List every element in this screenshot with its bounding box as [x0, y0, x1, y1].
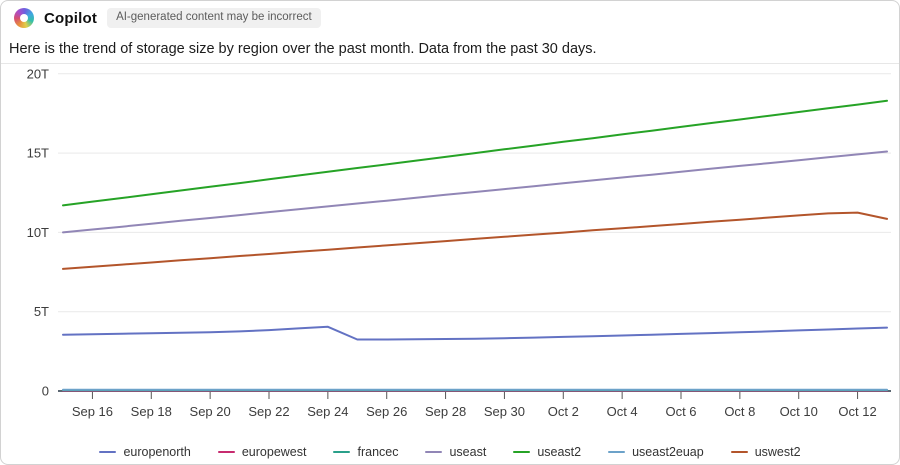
assistant-message-text: Here is the trend of storage size by reg…: [9, 41, 597, 57]
legend-item-uswest2[interactable]: uswest2: [730, 445, 801, 459]
x-axis-label-Sep-20: Sep 20: [190, 404, 231, 419]
copilot-header: Copilot AI-generated content may be inco…: [14, 8, 321, 28]
x-axis-label-Oct-4: Oct 4: [607, 404, 638, 419]
chart-top-divider: [1, 63, 899, 64]
y-axis-label-20T: 20T: [27, 66, 49, 81]
chart-legend: europenorth europewest francec useast useast…: [1, 440, 899, 464]
legend-label: useast2: [537, 445, 582, 459]
legend-swatch-francec: [333, 450, 351, 454]
x-axis-label-Sep-24: Sep 24: [307, 404, 348, 419]
legend-swatch-useast: [425, 450, 443, 454]
x-axis-label-Sep-30: Sep 30: [484, 404, 525, 419]
legend-swatch-uswest2: [730, 450, 748, 454]
x-axis-label-Oct-6: Oct 6: [665, 404, 696, 419]
y-axis-label-10T: 10T: [27, 225, 49, 240]
x-axis-label-Oct-12: Oct 12: [838, 404, 876, 419]
y-axis-label-15T: 15T: [27, 146, 49, 161]
legend-swatch-useast2: [513, 450, 531, 454]
legend-item-europenorth[interactable]: europenorth: [99, 445, 191, 459]
legend-label: europenorth: [123, 445, 191, 459]
legend-label: francec: [357, 445, 399, 459]
app-name: Copilot: [44, 9, 98, 27]
legend-item-europewest[interactable]: europewest: [217, 445, 307, 459]
series-line-uswest2: [62, 211, 888, 270]
y-axis-label-5T: 5T: [34, 304, 49, 319]
legend-label: uswest2: [754, 445, 801, 459]
x-axis-label-Sep-18: Sep 18: [131, 404, 172, 419]
x-axis-label-Sep-28: Sep 28: [425, 404, 466, 419]
legend-swatch-europewest: [217, 450, 235, 454]
legend-label: useast2euap: [632, 445, 704, 459]
ai-disclaimer-badge: AI-generated content may be incorrect: [107, 8, 321, 28]
x-axis-label-Sep-16: Sep 16: [72, 404, 113, 419]
legend-item-useast[interactable]: useast: [425, 445, 486, 459]
copilot-logo-icon: [14, 8, 34, 28]
y-axis-label-0: 0: [42, 384, 49, 399]
legend-label: europewest: [241, 445, 307, 459]
legend-swatch-europenorth: [99, 450, 117, 454]
legend-item-francec[interactable]: francec: [333, 445, 398, 459]
legend-item-useast2[interactable]: useast2: [513, 445, 581, 459]
series-line-europenorth: [62, 325, 888, 341]
x-axis-label-Oct-8: Oct 8: [724, 404, 755, 419]
x-axis-label-Oct-10: Oct 10: [780, 404, 818, 419]
storage-trend-line-chart[interactable]: 0 5T 10T 15T 20T Sep 16 Sep 18 Sep 20 Sep 22 Sep …: [1, 63, 900, 435]
series-line-useast2: [62, 99, 888, 207]
series-line-useast: [62, 150, 888, 234]
legend-swatch-useast2euap: [608, 450, 626, 454]
x-axis-label-Sep-22: Sep 22: [248, 404, 289, 419]
legend-item-useast2euap[interactable]: useast2euap: [608, 445, 704, 459]
legend-label: useast: [449, 445, 487, 459]
x-axis-label-Sep-26: Sep 26: [366, 404, 407, 419]
x-axis-label-Oct-2: Oct 2: [548, 404, 579, 419]
